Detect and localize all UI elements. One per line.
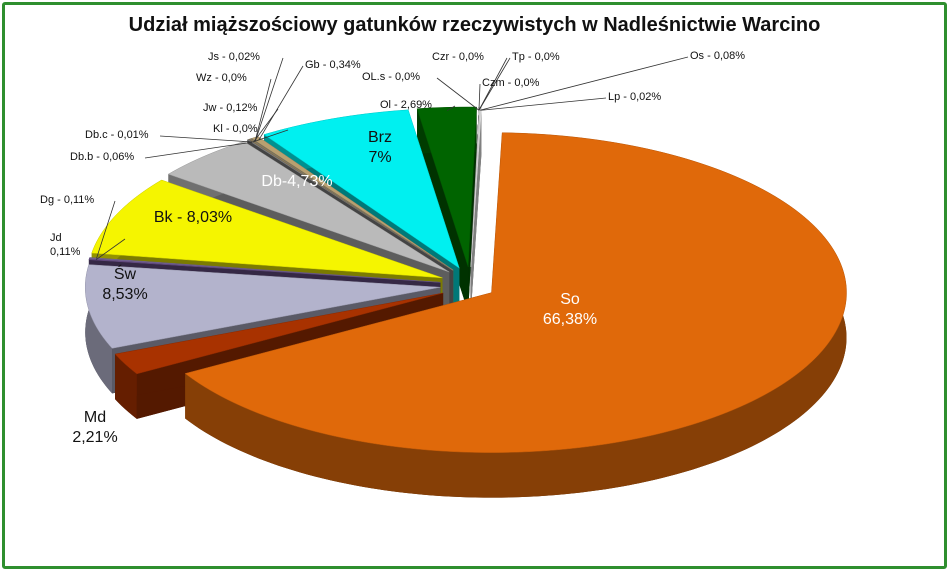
pie-slice (416, 106, 477, 268)
slice-label: Md 2,21% (72, 409, 118, 446)
slice-label: Gb - 0,34% (305, 59, 361, 71)
slice-label: Ol - 2,69% (380, 99, 432, 111)
leader-line (436, 77, 480, 111)
leader-line (446, 105, 456, 111)
slice-label: Św 8,53% (102, 266, 148, 303)
leader-line (478, 57, 511, 111)
slice-label: Tp - 0,0% (512, 51, 560, 63)
pie-slice (263, 109, 460, 269)
leader-line (254, 78, 272, 142)
pie-slice (251, 136, 454, 271)
chart-title: Udział miąższościowy gatunków rzeczywist… (128, 14, 821, 36)
slice-label: Kl - 0,0% (213, 123, 258, 135)
leader-line (478, 83, 481, 111)
leader-line (96, 200, 116, 259)
slice-label: Js - 0,02% (208, 51, 260, 63)
leader-line (254, 57, 284, 142)
leader-line (481, 97, 607, 111)
slice-label: Db.b - 0,06% (70, 151, 135, 163)
pie-slice (84, 264, 441, 349)
slice-side (115, 354, 137, 419)
leader-line (95, 238, 126, 260)
slice-wall (468, 107, 477, 313)
slice-label: Db-4,73% (261, 173, 333, 190)
leader-line (258, 65, 304, 141)
leader-line (252, 129, 289, 143)
slice-wall (470, 107, 482, 313)
pie-slice (88, 257, 441, 283)
slice-label: Jd 0,11% (50, 232, 81, 258)
slice-label: Bk - 8,03% (153, 209, 233, 226)
slice-label: Czr - 0,0% (432, 51, 484, 63)
slice-label: Dg - 0,11% (40, 194, 95, 206)
leader-line (479, 56, 689, 111)
leader-line (159, 135, 253, 143)
slice-label: Czm - 0,0% (482, 77, 540, 89)
slice-label: Os - 0,08% (690, 50, 746, 62)
slice-side (85, 264, 113, 394)
slice-label: Wz - 0,0% (196, 72, 247, 84)
leader-line (144, 141, 253, 159)
slice-label: Jw - 0,12% (203, 102, 258, 114)
slice-label: Brz 7% (368, 129, 392, 166)
slice-label: So 66,38% (542, 291, 598, 328)
slice-label: OL.s - 0,0% (362, 71, 421, 83)
pie-slice (184, 132, 847, 453)
leader-line (478, 57, 508, 111)
pie-slice (91, 179, 443, 279)
slice-label: Db.c - 0,01% (85, 129, 149, 141)
slice-label: Lp - 0,02% (608, 91, 662, 103)
pie-slice (114, 292, 444, 375)
